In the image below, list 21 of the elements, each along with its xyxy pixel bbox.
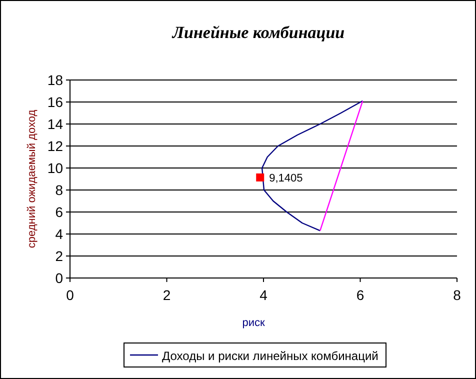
x-axis-title: риск — [242, 317, 265, 329]
y-axis-title: средний ожидаемый доход — [26, 109, 38, 248]
x-tick-label: 2 — [162, 287, 171, 303]
y-tick-label: 6 — [55, 204, 64, 220]
y-tick-label: 8 — [55, 182, 64, 198]
legend-label: Доходы и риски линейных комбинаций — [162, 349, 378, 363]
y-tick-label: 4 — [55, 226, 64, 242]
y-tick-label: 18 — [47, 72, 64, 88]
line-series — [261, 100, 364, 232]
y-tick-label: 2 — [55, 248, 64, 264]
x-tick-label: 4 — [260, 287, 268, 303]
x-tick-label: 0 — [66, 287, 74, 303]
data-label: 9,1405 — [269, 172, 303, 184]
y-tick-label: 10 — [47, 160, 64, 176]
y-tick-label: 0 — [55, 270, 64, 286]
x-tick-label: 8 — [453, 287, 462, 303]
chart-title: Линейные комбинации — [171, 23, 345, 42]
y-tick-label: 14 — [47, 116, 64, 132]
y-tick-label: 16 — [47, 94, 64, 110]
y-tick-label: 12 — [47, 138, 64, 154]
x-tick-label: 6 — [356, 287, 364, 303]
